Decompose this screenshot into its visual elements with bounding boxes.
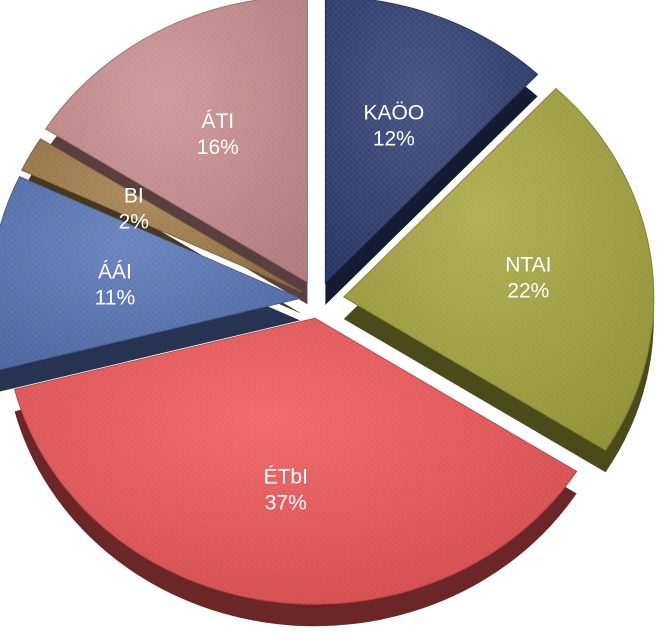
slice-value-etbi: 37% [265, 492, 307, 515]
slice-label-etbi: ÉTbI [264, 466, 308, 489]
slice-shading-bi [21, 138, 303, 292]
slice-label-bi: BI [124, 185, 144, 208]
slice-value-kaoo: 12% [373, 127, 415, 150]
slice-labels: KAÖO 12% NTAI 22% ÉTbI 37% ÁÁI 11% BI 2% ÁTI 16% [95, 101, 552, 514]
slice-value-aai: 11% [95, 286, 135, 309]
slice-value-bi: 2% [119, 211, 149, 234]
slice-label-ntai: NTAI [505, 253, 551, 276]
slice-tops [0, 0, 655, 605]
slice-shading-kaoo [325, 0, 538, 283]
slice-value-ntai: 22% [507, 279, 549, 302]
slice-shading-aai [0, 176, 301, 370]
slice-shading-etbi [14, 318, 577, 605]
slice-label-aai: ÁÁI [98, 260, 132, 283]
slice-label-ati: ÁTI [201, 110, 234, 133]
slice-value-ati: 16% [197, 136, 239, 159]
slice-shading-ntai [343, 88, 654, 451]
slice-shading-ati [45, 0, 308, 283]
slice-label-kaoo: KAÖO [363, 101, 424, 124]
